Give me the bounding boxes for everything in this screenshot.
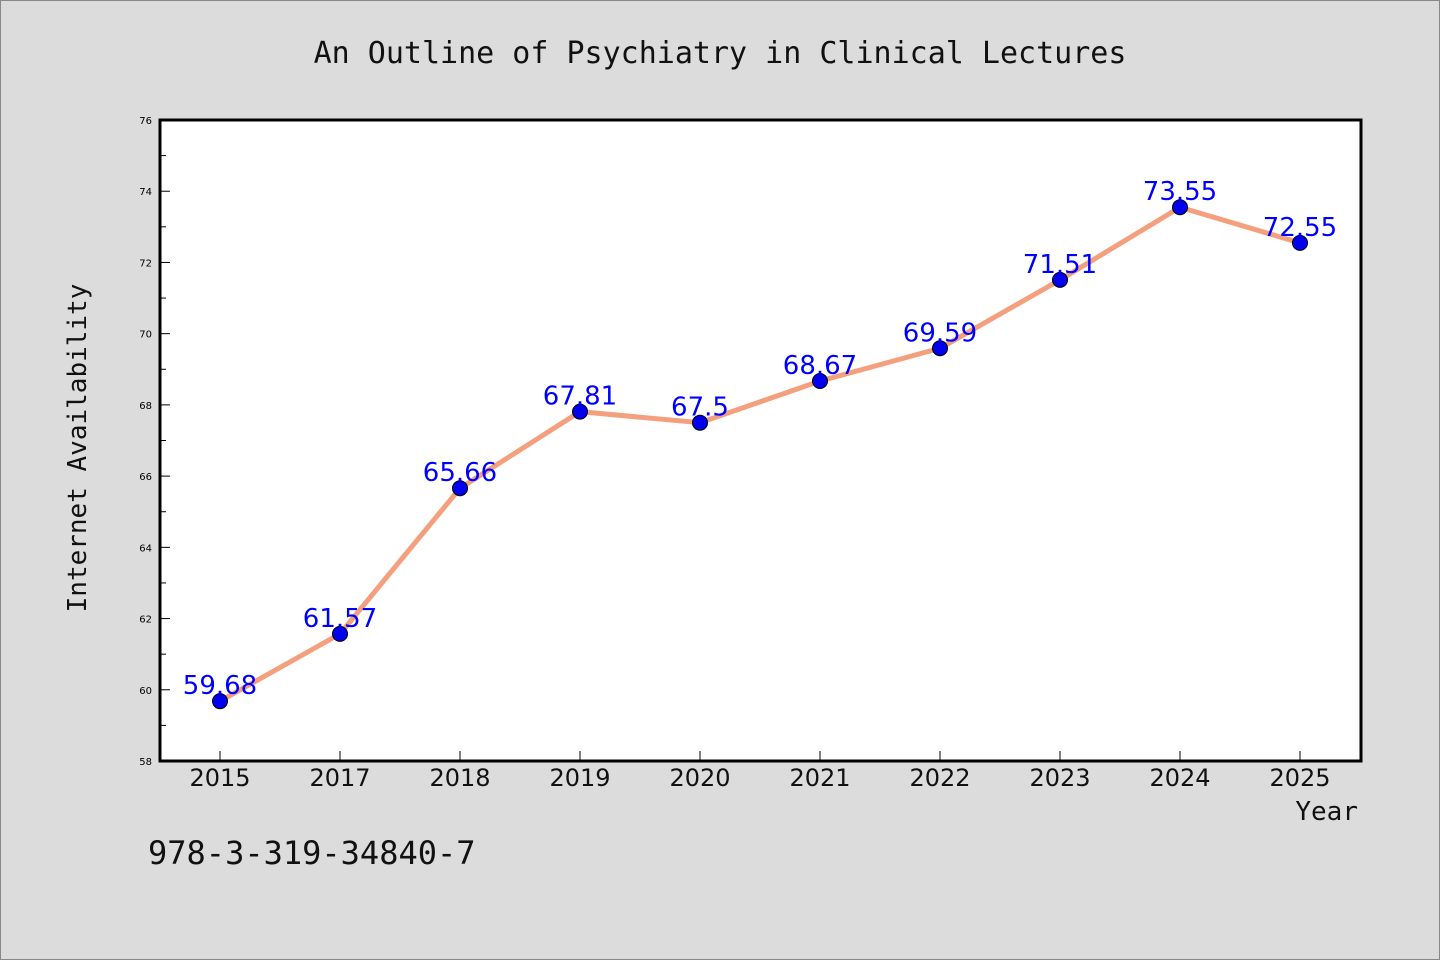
series-layer	[212, 199, 1308, 710]
y-tick-label: 66	[139, 472, 152, 483]
x-tick-label: 2025	[1269, 764, 1330, 792]
x-tick-label: 2019	[549, 764, 610, 792]
data-label: 67.81	[543, 382, 617, 412]
footer-text: 978-3-319-34840-7	[148, 834, 476, 872]
x-axis: 2015 2017 2018 2019 2020 2021 2022 2023 2024 2025	[189, 751, 1331, 792]
y-axis: 58 60 62 64 66 68 70 72 74 76	[139, 116, 170, 768]
x-tick-label: 2018	[429, 764, 490, 792]
chart-title: An Outline of Psychiatry in Clinical Lec…	[314, 36, 1127, 71]
x-axis-label: Year	[1295, 797, 1358, 827]
data-point	[452, 480, 468, 497]
data-label: 72.55	[1263, 213, 1337, 243]
plot-area	[158, 118, 1363, 763]
y-tick-label: 64	[139, 543, 152, 554]
y-tick-label: 58	[139, 757, 152, 768]
x-tick-label: 2022	[909, 764, 970, 792]
x-tick-label: 2023	[1029, 764, 1090, 792]
data-label: 67.5	[671, 393, 729, 423]
y-tick-label: 62	[139, 615, 152, 626]
x-tick-label: 2017	[309, 764, 370, 792]
data-label: 59.68	[183, 671, 257, 701]
data-point	[1172, 199, 1188, 216]
data-label: 68.67	[783, 351, 857, 381]
y-tick-label: 60	[139, 686, 152, 697]
data-point	[812, 373, 828, 390]
data-point	[572, 403, 588, 420]
data-point	[692, 414, 708, 431]
data-point	[1052, 271, 1068, 288]
y-axis-label: Internet Availability	[63, 284, 93, 613]
y-tick-label: 76	[139, 116, 152, 127]
data-label-layer: 59.68 61.57 65.66 67.81 67.5 68.67 69.59 71.51 7…	[183, 177, 1337, 701]
y-tick-label: 74	[139, 187, 152, 198]
x-tick-label: 2015	[189, 764, 250, 792]
data-label: 73.55	[1143, 177, 1217, 207]
y-tick-label: 68	[139, 401, 152, 412]
x-tick-label: 2021	[789, 764, 850, 792]
y-tick-label: 72	[139, 258, 152, 269]
data-point	[1292, 234, 1308, 251]
x-tick-label: 2024	[1149, 764, 1210, 792]
data-label: 65.66	[423, 458, 497, 488]
y-tick-label: 70	[139, 330, 152, 341]
x-tick-label: 2020	[669, 764, 730, 792]
data-label: 61.57	[303, 604, 377, 634]
data-point	[932, 340, 948, 357]
data-label: 71.51	[1023, 250, 1097, 280]
data-point	[212, 693, 228, 710]
data-label: 69.59	[903, 318, 977, 348]
data-point	[332, 625, 348, 642]
series-line	[217, 204, 1303, 704]
